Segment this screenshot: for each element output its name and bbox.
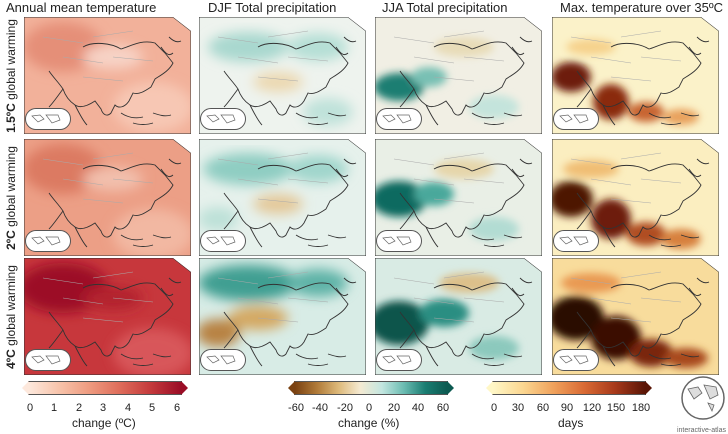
column-title-djf-precipitation: DJF Total precipitation [208,0,337,15]
colorbar-temperature [22,381,188,395]
map-jja-1-5c [374,17,542,134]
map-maxtemp-4c [551,258,719,375]
tick: 3 [99,402,107,414]
map-maxtemp-1-5c [551,17,719,134]
row-suffix-4c: global warming [4,265,18,350]
map-djf-4c [198,258,366,375]
tick: 20 [387,402,401,414]
row-value-4c: 4ºC [4,349,18,369]
row-label-1-5c: 1.5ºC global warming [2,17,20,135]
tick: 6 [173,402,181,414]
tick: 2 [75,402,83,414]
globe-icon[interactable] [680,375,726,429]
mini-world-map-icon [376,230,422,252]
colorbar-days-label: days [558,416,584,430]
tick: 5 [148,402,156,414]
tick: 120 [582,402,602,414]
column-title-annual-mean-temperature: Annual mean temperature [6,0,157,15]
tick: -20 [337,402,353,414]
row-value-1-5c: 1.5ºC [4,103,18,133]
mini-world-map-icon [376,349,422,371]
tick: 4 [124,402,132,414]
map-jja-2c [374,139,542,256]
row-label-4c: 4ºC global warming [2,258,20,376]
mini-world-map-icon [200,108,246,130]
mini-world-map-icon [553,230,599,252]
colorbar-temperature-label: change (ºC) [72,416,136,430]
mini-world-map-icon [25,108,71,130]
row-suffix-2c: global warming [4,146,18,231]
mini-world-map-icon [376,108,422,130]
tick: 0 [26,402,34,414]
map-maxtemp-2c [551,139,719,256]
tick: 1 [50,402,58,414]
mini-world-map-icon [200,230,246,252]
map-djf-1-5c [198,17,366,134]
tick: 180 [631,402,651,414]
tick: 60 [436,402,450,414]
tick: 0 [365,402,373,414]
mini-world-map-icon [25,230,71,252]
mini-world-map-icon [25,349,71,371]
tick: -60 [288,402,304,414]
row-value-2c: 2ºC [4,230,18,250]
map-temp-4c [23,258,191,375]
mini-world-map-icon [200,349,246,371]
mini-world-map-icon [553,349,599,371]
tick: 150 [606,402,626,414]
mini-world-map-icon [553,108,599,130]
row-label-2c: 2ºC global warming [2,139,20,257]
tick: 90 [560,402,574,414]
colorbar-precipitation [288,381,454,395]
credit-text[interactable]: interactive-atlas [676,427,726,434]
tick: 40 [411,402,425,414]
map-temp-1-5c [23,17,191,134]
tick: -40 [312,402,328,414]
map-jja-4c [374,258,542,375]
row-suffix-1-5c: global warming [4,19,18,104]
map-temp-2c [23,139,191,256]
colorbar-days [486,381,652,395]
column-title-jja-precipitation: JJA Total precipitation [382,0,508,15]
map-djf-2c [198,139,366,256]
colorbar-precipitation-label: change (%) [338,416,400,430]
column-title-max-temperature: Max. temperature over 35ºC [560,0,723,15]
tick: 60 [536,402,550,414]
tick: 0 [490,402,498,414]
tick: 30 [511,402,525,414]
